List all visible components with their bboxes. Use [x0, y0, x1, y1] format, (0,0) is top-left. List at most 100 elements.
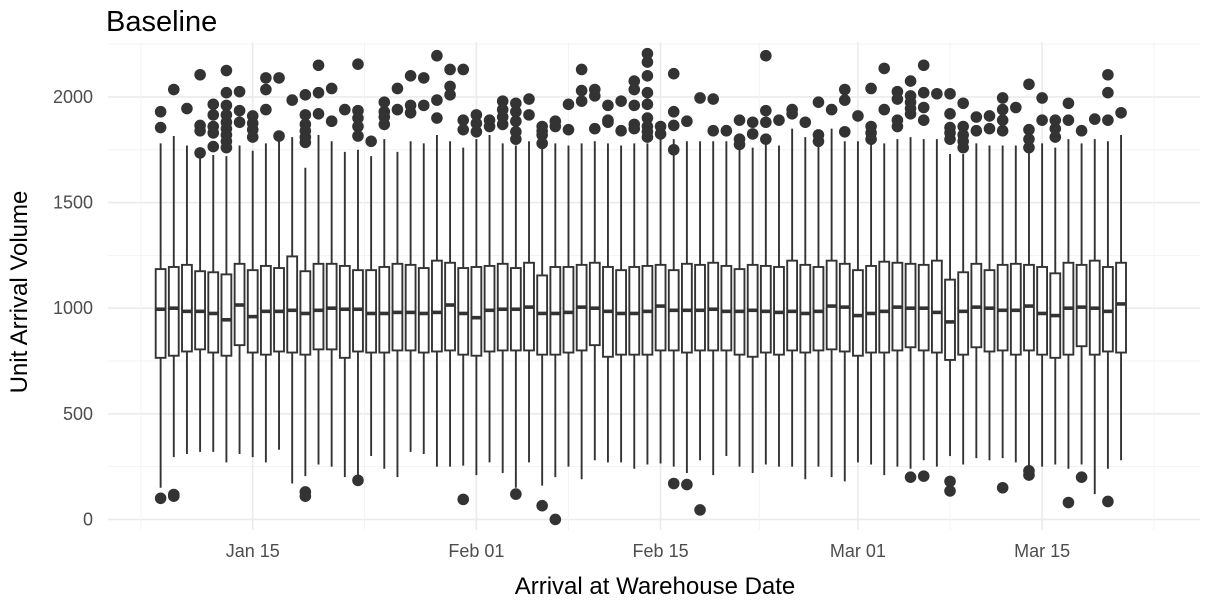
iqr-box — [930, 259, 943, 354]
outlier-point — [233, 104, 246, 117]
y-tick-label: 1000 — [53, 298, 93, 318]
outlier-point — [707, 124, 720, 137]
outlier-point — [417, 99, 430, 112]
outlier-point — [562, 98, 575, 111]
outlier-point — [523, 109, 535, 121]
outlier-point — [378, 118, 391, 131]
outlier-point — [654, 128, 667, 140]
outlier-point — [431, 49, 443, 62]
outlier-point — [588, 90, 601, 102]
outlier-point — [457, 63, 470, 76]
iqr-box — [470, 266, 483, 357]
iqr-box — [457, 267, 470, 356]
box-group — [417, 72, 430, 454]
box-group — [325, 82, 338, 467]
boxes — [154, 47, 1127, 526]
box-group — [523, 93, 535, 463]
box-group — [707, 93, 720, 476]
outlier-point — [510, 488, 522, 500]
box-group — [983, 110, 996, 461]
iqr-box — [904, 262, 917, 349]
outlier-point — [220, 64, 233, 77]
box-group — [312, 59, 325, 465]
outlier-point — [667, 105, 680, 118]
outlier-point — [523, 93, 535, 105]
box-group — [378, 96, 391, 469]
outlier-point — [825, 103, 838, 116]
outlier-point — [760, 116, 772, 129]
box-group — [733, 114, 746, 467]
outlier-point — [944, 87, 956, 100]
x-tick-label: Jan 15 — [226, 541, 280, 561]
iqr-box — [983, 269, 996, 353]
y-tick-label: 1500 — [53, 193, 93, 213]
x-tick-label: Mar 01 — [830, 541, 886, 561]
outlier-point — [588, 122, 601, 135]
outlier-point — [957, 120, 969, 133]
outlier-point — [273, 72, 285, 84]
outlier-point — [615, 124, 627, 137]
box-group — [799, 116, 812, 480]
outlier-point — [510, 133, 522, 145]
outlier-point — [233, 85, 246, 98]
outlier-point — [944, 133, 956, 145]
outlier-point — [470, 109, 483, 121]
box-group — [773, 114, 785, 467]
box-group — [431, 49, 443, 467]
outlier-point — [352, 112, 364, 124]
box-group — [1023, 78, 1035, 481]
outlier-point — [667, 119, 680, 132]
box-group — [286, 94, 299, 484]
iqr-box — [957, 271, 970, 356]
outlier-point — [681, 478, 693, 491]
iqr-box — [181, 263, 193, 353]
box-group — [167, 83, 180, 502]
outlier-point — [1023, 141, 1035, 154]
box-group — [220, 64, 233, 463]
box-group — [615, 95, 627, 463]
box-group — [338, 103, 351, 478]
box-group — [957, 97, 970, 465]
outlier-point — [207, 127, 220, 139]
outlier-point — [667, 143, 680, 156]
plot-panel — [108, 42, 1200, 530]
outlier-point — [746, 128, 759, 140]
outlier-point — [1023, 469, 1035, 481]
box-group — [930, 87, 943, 467]
outlier-point — [733, 114, 746, 126]
box-group — [759, 49, 772, 465]
box-group — [536, 120, 549, 512]
box-group — [654, 120, 667, 464]
outlier-point — [865, 82, 877, 95]
box-group — [812, 96, 825, 467]
outlier-point — [299, 109, 312, 121]
box-group — [838, 83, 851, 482]
box-group — [246, 110, 259, 458]
outlier-point — [602, 99, 614, 112]
outlier-point — [483, 120, 496, 133]
outlier-point — [536, 129, 548, 141]
box-group — [720, 124, 733, 457]
outlier-point — [1062, 114, 1075, 126]
iqr-box — [220, 273, 233, 357]
outlier-point — [641, 131, 654, 143]
outlier-point — [838, 125, 851, 138]
outlier-point — [641, 70, 654, 82]
box-group — [904, 75, 917, 483]
outlier-point — [1049, 122, 1062, 135]
iqr-box — [1115, 261, 1127, 354]
outlier-point — [1049, 131, 1062, 143]
outlier-point — [167, 488, 180, 501]
outlier-point — [312, 108, 325, 120]
outlier-point — [628, 83, 641, 96]
outlier-point — [365, 135, 377, 148]
outlier-point — [917, 101, 930, 114]
iqr-box — [707, 261, 720, 352]
iqr-box — [154, 268, 167, 359]
box-group — [1009, 101, 1022, 463]
outlier-point — [878, 103, 891, 116]
box-group — [154, 105, 167, 505]
outlier-point — [575, 95, 588, 107]
outlier-point — [562, 123, 575, 136]
iqr-box — [338, 264, 351, 359]
